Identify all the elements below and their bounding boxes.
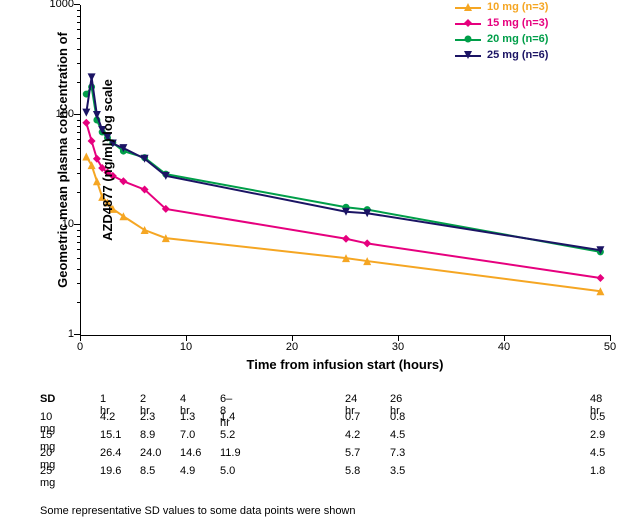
sd-cell: 1.8	[590, 465, 605, 477]
sd-cell: 24.0	[140, 447, 161, 459]
legend: 10 mg (n=3) 15 mg (n=3) 20 mg (n=6) 25 m…	[455, 0, 548, 64]
sd-cell: 5.2	[220, 429, 235, 441]
x-tick: 50	[595, 341, 625, 353]
sd-cell: 5.8	[345, 465, 360, 477]
sd-cell: 7.0	[180, 429, 195, 441]
y-axis-label: Geometric mean plasma concentration of A…	[25, 20, 145, 300]
y-tick: 100	[40, 108, 74, 120]
sd-cell: 4.5	[590, 447, 605, 459]
y-tick: 1000	[40, 0, 74, 10]
legend-swatch	[455, 18, 481, 28]
sd-cell: 2.9	[590, 429, 605, 441]
y-minor-tick	[77, 16, 81, 17]
sd-cell: 26.4	[100, 447, 121, 459]
x-tick: 40	[489, 341, 519, 353]
sd-cell: 4.9	[180, 465, 195, 477]
sd-cell: 14.6	[180, 447, 201, 459]
legend-swatch	[455, 34, 481, 44]
legend-swatch	[455, 50, 481, 60]
sd-cell: 5.7	[345, 447, 360, 459]
sd-cell: SD	[40, 393, 55, 405]
x-tick: 0	[65, 341, 95, 353]
sd-cell: 11.9	[220, 447, 241, 459]
sd-cell: 0.8	[390, 411, 405, 423]
sd-cell: 5.0	[220, 465, 235, 477]
sd-cell: 4.2	[345, 429, 360, 441]
series-point-d15	[363, 239, 371, 247]
y-tick: 10	[40, 218, 74, 230]
caption: Some representative SD values to some da…	[40, 505, 356, 517]
sd-cell: 8.5	[140, 465, 155, 477]
x-tick: 10	[171, 341, 201, 353]
legend-swatch	[455, 2, 481, 12]
chart-page: 10 mg (n=3) 15 mg (n=3) 20 mg (n=6) 25 m…	[0, 0, 640, 528]
y-axis-label-line1: Geometric mean plasma concentration of	[55, 20, 70, 300]
sd-cell: 4.2	[100, 411, 115, 423]
sd-cell: 19.6	[100, 465, 121, 477]
sd-cell: 15.1	[100, 429, 121, 441]
y-minor-tick	[77, 10, 81, 11]
y-tick: 1	[40, 328, 74, 340]
sd-cell: 0.5	[590, 411, 605, 423]
sd-cell: 0.7	[345, 411, 360, 423]
legend-item-d10: 10 mg (n=3)	[455, 0, 548, 14]
y-axis-label-line2: AZD4877 (ng/ml) log scale	[100, 20, 115, 300]
sd-cell: 8.9	[140, 429, 155, 441]
x-tick: 30	[383, 341, 413, 353]
sd-cell: 7.3	[390, 447, 405, 459]
sd-cell: 1.3	[180, 411, 195, 423]
series-point-d15	[596, 274, 604, 282]
series-point-d15	[342, 235, 350, 243]
sd-cell: 1.4	[220, 411, 235, 423]
y-minor-tick	[77, 302, 81, 303]
sd-cell: 4.5	[390, 429, 405, 441]
sd-cell: 25 mg	[40, 465, 55, 489]
sd-cell: 2.3	[140, 411, 155, 423]
x-axis-label: Time from infusion start (hours)	[245, 357, 445, 372]
x-tick: 20	[277, 341, 307, 353]
sd-cell: 3.5	[390, 465, 405, 477]
